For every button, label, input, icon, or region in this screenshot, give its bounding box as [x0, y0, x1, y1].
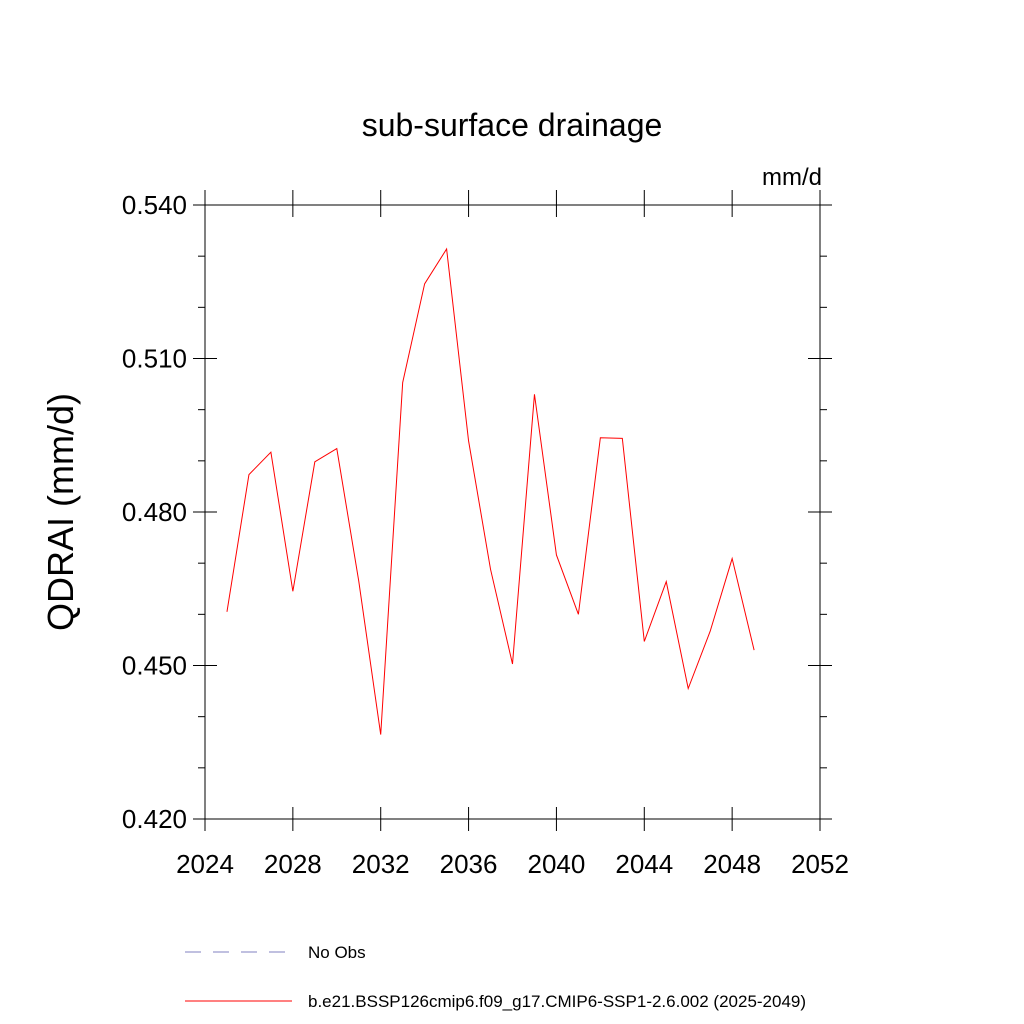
chart-title: sub-surface drainage — [362, 107, 663, 143]
y-tick-label: 0.420 — [122, 804, 187, 834]
y-tick-label: 0.510 — [122, 344, 187, 374]
y-tick-label: 0.540 — [122, 190, 187, 220]
x-tick-label: 2028 — [264, 849, 322, 879]
x-tick-label: 2048 — [703, 849, 761, 879]
y-tick-label: 0.450 — [122, 651, 187, 681]
series-line — [226, 247, 755, 735]
legend-label-series: b.e21.BSSP126cmip6.f09_g17.CMIP6-SSP1-2.… — [308, 992, 806, 1011]
series-layer — [226, 247, 755, 735]
x-tick-label: 2024 — [176, 849, 234, 879]
x-tick-label: 2036 — [440, 849, 498, 879]
units-label: mm/d — [762, 164, 822, 191]
x-tick-label: 2040 — [528, 849, 586, 879]
x-tick-label: 2052 — [791, 849, 849, 879]
legend: No Obs b.e21.BSSP126cmip6.f09_g17.CMIP6-… — [185, 943, 806, 1011]
legend-label-no-obs: No Obs — [308, 943, 366, 962]
x-tick-label: 2032 — [352, 849, 410, 879]
plot-frame — [204, 204, 821, 820]
x-tick-label: 2044 — [615, 849, 673, 879]
axis-ticks — [193, 190, 832, 831]
y-tick-label: 0.480 — [122, 497, 187, 527]
y-axis-label: QDRAI (mm/d) — [40, 393, 81, 631]
axis-tick-labels: 0.420 0.450 0.480 0.510 0.540 2024 2028 2032 203… — [122, 190, 849, 879]
